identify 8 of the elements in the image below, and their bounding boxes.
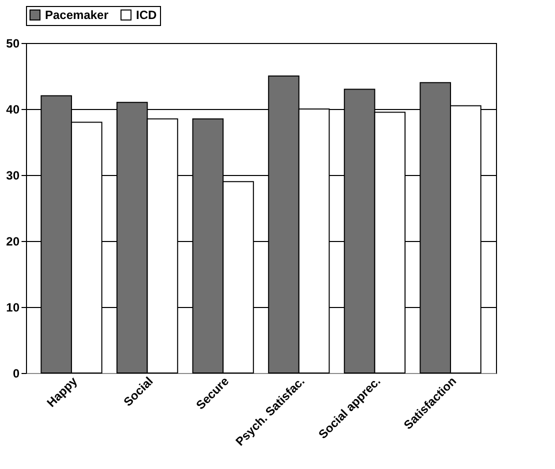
y-tick-label: 30 [6,168,20,182]
legend-label: Pacemaker [45,8,109,22]
y-tick-label: 50 [6,36,20,50]
y-tick-label: 40 [6,102,20,116]
y-tick-label: 0 [12,366,20,380]
legend-label: ICD [136,8,157,22]
y-tick-label: 20 [6,234,20,248]
y-tick-label: 10 [6,300,20,314]
